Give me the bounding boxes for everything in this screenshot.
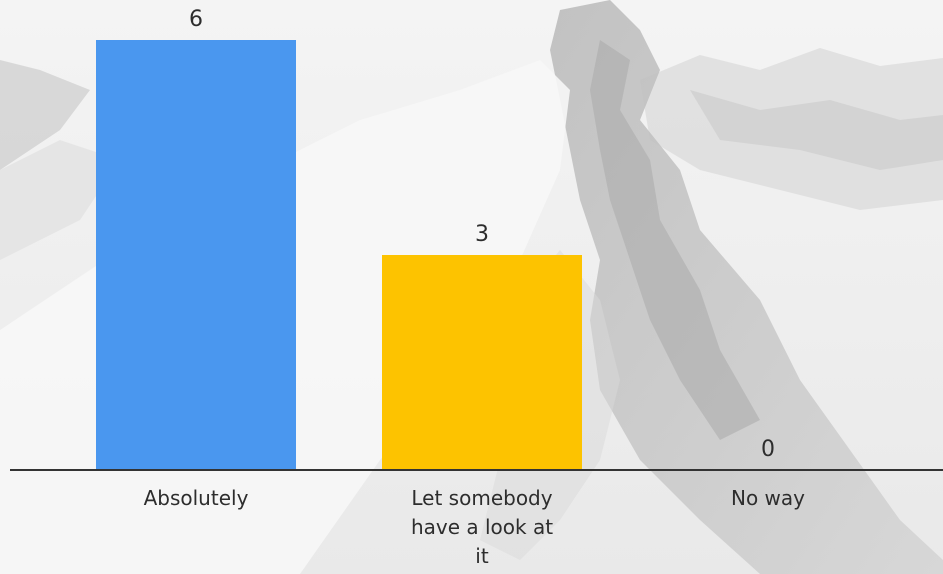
- category-label-1: Absolutely: [144, 486, 249, 510]
- category-label-line: have a look at: [411, 515, 553, 539]
- category-labels-group: Absolutely Let somebody have a look at it No…: [144, 486, 806, 568]
- category-label-2: Let somebody have a look at it: [411, 486, 553, 568]
- value-labels-group: 6 3 0: [189, 7, 775, 462]
- value-label-1: 6: [189, 7, 203, 32]
- value-label-3: 0: [761, 437, 775, 462]
- bar-2: [382, 255, 582, 470]
- category-label-line: Let somebody: [411, 486, 552, 510]
- bar-1: [96, 40, 296, 470]
- value-label-2: 3: [475, 222, 489, 247]
- category-label-3: No way: [731, 486, 805, 510]
- category-label-line: No way: [731, 486, 805, 510]
- category-label-line: it: [475, 544, 489, 568]
- category-label-line: Absolutely: [144, 486, 249, 510]
- bars-group: [96, 40, 582, 470]
